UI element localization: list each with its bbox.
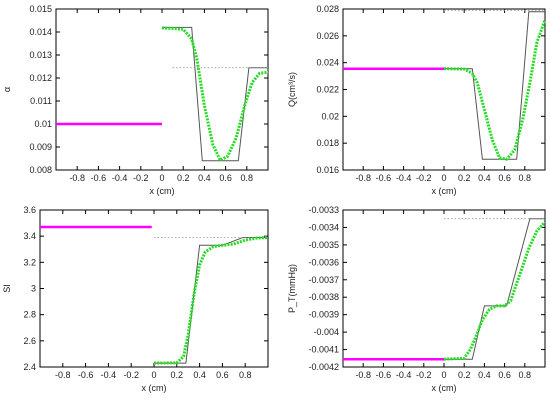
x-tick-label: 0.6 xyxy=(219,173,232,183)
y-tick-label: -0.0035 xyxy=(308,240,339,250)
x-tick-label: -0.2 xyxy=(133,173,149,183)
x-tick-label: 0.4 xyxy=(478,173,491,183)
chart-panel-3: -0.8 -0.6 -0.4 -0.2 0 0.2 0.4 0.6 0.8 2.4 2.6 2.8 3 3… xyxy=(2,205,269,393)
x-tick-label: 0 xyxy=(151,370,156,380)
y-axis-label: P_T(mmHg) xyxy=(287,264,297,313)
y-tick-label: 3.2 xyxy=(23,257,36,267)
y-tick-label: 2.8 xyxy=(23,310,36,320)
y-tick-label: 3.6 xyxy=(23,205,36,215)
x-tick-label: -0.4 xyxy=(112,173,128,183)
x-tick-label: -0.2 xyxy=(416,370,432,380)
y-tick-label: -0.0034 xyxy=(308,222,339,232)
y-tick-label: 0.026 xyxy=(316,31,339,41)
y-tick-label: -0.004 xyxy=(313,327,339,337)
x-tick-label: -0.8 xyxy=(69,173,85,183)
series-line-2 xyxy=(154,237,268,364)
plot-frame xyxy=(55,8,269,171)
x-tick-label: -0.6 xyxy=(376,173,392,183)
series-line-4 xyxy=(153,236,269,365)
chart-panel-2: -0.8 -0.6 -0.4 -0.2 0 0.2 0.4 0.6 0.8 0.016 0.018 0… xyxy=(287,4,547,196)
x-tick-label: -0.6 xyxy=(78,370,94,380)
y-tick-label: 0.009 xyxy=(29,142,52,152)
y-tick-label: 0.02 xyxy=(321,111,339,121)
y-axis-label: Q(cm³/s) xyxy=(287,72,297,107)
series-line-2 xyxy=(162,26,268,162)
x-tick-label: 0.6 xyxy=(216,370,229,380)
x-tick-label: -0.8 xyxy=(355,173,371,183)
x-tick-label: -0.8 xyxy=(55,370,71,380)
y-tick-label: -0.0037 xyxy=(308,275,339,285)
y-tick-label: 0.013 xyxy=(29,50,52,60)
y-tick-label: 0.014 xyxy=(29,27,52,37)
x-tick-label: -0.4 xyxy=(396,370,412,380)
y-tick-label: 0.016 xyxy=(316,165,339,175)
plot-frame xyxy=(39,209,269,368)
series-line-4 xyxy=(443,19,547,161)
y-tick-label: 2.6 xyxy=(23,336,36,346)
y-tick-label: 0.01 xyxy=(34,119,52,129)
x-tick-label: 0.2 xyxy=(171,370,184,380)
y-tick-label: -0.0036 xyxy=(308,257,339,267)
series-line-2 xyxy=(444,11,545,160)
y-tick-label: 2.4 xyxy=(23,362,36,372)
y-axis-label: α xyxy=(2,87,12,92)
x-axis-label: x (cm) xyxy=(432,383,457,393)
series-line-4 xyxy=(161,26,269,162)
x-tick-label: 0.8 xyxy=(519,173,532,183)
x-tick-label: -0.2 xyxy=(416,173,432,183)
y-tick-label: 0.024 xyxy=(316,58,339,68)
y-tick-label: 0.015 xyxy=(29,4,52,14)
chart-panel-4: -0.8 -0.6 -0.4 -0.2 0 0.2 0.4 0.6 0.8 -0.0042 -0.0… xyxy=(287,205,547,393)
x-tick-label: 0.4 xyxy=(193,370,206,380)
x-tick-label: 0.4 xyxy=(478,370,491,380)
x-tick-label: -0.8 xyxy=(355,370,371,380)
x-axis-label: x (cm) xyxy=(432,186,457,196)
y-tick-label: 0.011 xyxy=(30,96,52,106)
y-tick-label: 0.012 xyxy=(29,73,52,83)
y-tick-label: -0.0042 xyxy=(308,362,339,372)
y-tick-label: -0.0038 xyxy=(308,292,339,302)
x-tick-label: -0.6 xyxy=(91,173,107,183)
series-line-4 xyxy=(443,221,547,361)
series-line-2 xyxy=(444,218,545,360)
x-tick-label: -0.4 xyxy=(101,370,117,380)
y-tick-label: 0.008 xyxy=(29,165,52,175)
x-tick-label: -0.6 xyxy=(376,370,392,380)
x-axis-label: x (cm) xyxy=(142,383,167,393)
y-tick-label: 3.4 xyxy=(23,231,36,241)
y-axis-label: SI xyxy=(2,284,12,293)
x-tick-label: 0 xyxy=(441,370,446,380)
y-tick-label: -0.0041 xyxy=(308,345,339,355)
x-tick-label: 0.2 xyxy=(458,370,471,380)
x-tick-label: 0.8 xyxy=(239,370,252,380)
x-tick-label: -0.4 xyxy=(396,173,412,183)
x-tick-label: 0.6 xyxy=(498,370,511,380)
y-tick-label: 0.018 xyxy=(316,138,339,148)
chart-panel-1: -0.8 -0.6 -0.4 -0.2 0 0.2 0.4 0.6 0.8 0.008 0.009 0… xyxy=(2,4,269,196)
y-tick-label: -0.0039 xyxy=(308,310,339,320)
y-tick-label: -0.0033 xyxy=(308,205,339,215)
x-tick-label: 0 xyxy=(441,173,446,183)
x-tick-label: 0.4 xyxy=(198,173,211,183)
y-tick-label: 3 xyxy=(31,284,36,294)
x-tick-label: 0 xyxy=(159,173,164,183)
y-tick-label: 0.022 xyxy=(316,85,339,95)
y-tick-label: 0.028 xyxy=(316,4,339,14)
x-axis-label: x (cm) xyxy=(150,186,175,196)
x-tick-label: 0.6 xyxy=(498,173,511,183)
x-tick-label: 0.2 xyxy=(177,173,190,183)
x-tick-label: 0.8 xyxy=(519,370,532,380)
x-tick-label: -0.2 xyxy=(123,370,139,380)
x-tick-label: 0.2 xyxy=(458,173,471,183)
x-tick-label: 0.8 xyxy=(241,173,254,183)
